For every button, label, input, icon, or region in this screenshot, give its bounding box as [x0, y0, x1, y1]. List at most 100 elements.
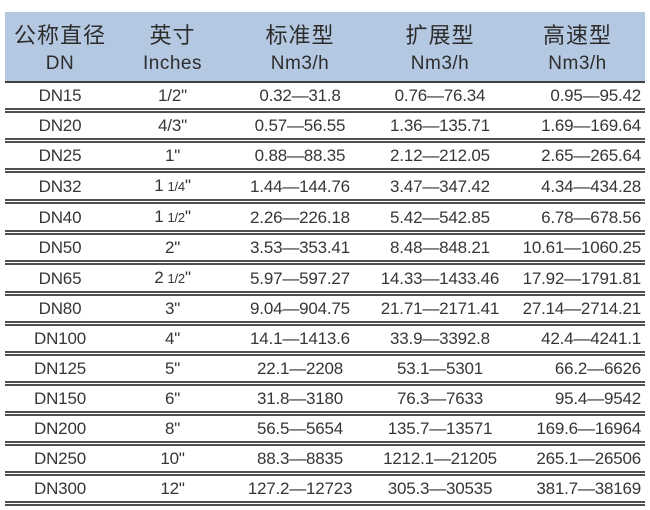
cell-standard-range: 0.32—31.8 — [230, 82, 370, 113]
cell-inches: 6" — [115, 383, 230, 416]
cell-dn: DN15 — [5, 82, 115, 113]
inch-whole: 1/2 — [158, 86, 182, 105]
cell-high-speed-range: 95.4—9542 — [510, 383, 645, 416]
cell-extended-range: 3.47—347.42 — [370, 170, 510, 204]
inch-whole: 6 — [164, 389, 175, 408]
cell-inches: 5" — [115, 353, 230, 386]
column-title: 标准型 — [265, 23, 335, 48]
cell-dn: DN200 — [5, 413, 115, 446]
header-cell: 高速型 Nm3/h — [510, 12, 645, 83]
cell-extended-range: 305.3—30535 — [370, 473, 510, 506]
table-row: DN20 4/3" 0.57—56.55 1.36—135.71 1.69—169.64 — [5, 110, 645, 143]
cell-inches: 4/3" — [115, 110, 230, 143]
inch-unit-mark: " — [174, 238, 181, 257]
cell-inches: 12" — [115, 473, 230, 506]
column-title: 扩展型 — [405, 23, 475, 48]
cell-inches: 1 1/4" — [115, 170, 230, 204]
header-row: 公称直径 DN 英寸 Inches 标准型 Nm3/h 扩展型 Nm3/h 高速型 Nm3/h — [5, 12, 645, 83]
inch-unit-mark: " — [174, 389, 181, 408]
cell-inches: 8" — [115, 413, 230, 446]
cell-extended-range: 21.71—2171.41 — [370, 293, 510, 326]
cell-inches: 2" — [115, 232, 230, 265]
cell-high-speed-range: 42.4—4241.1 — [510, 323, 645, 356]
header-cell: 扩展型 Nm3/h — [370, 12, 510, 83]
header-cell: 公称直径 DN — [5, 12, 115, 83]
inch-whole: 5 — [164, 359, 175, 378]
cell-dn: DN125 — [5, 353, 115, 386]
column-subtitle: Nm3/h — [410, 53, 470, 74]
inch-unit-mark: " — [181, 86, 187, 105]
column-title: 高速型 — [542, 23, 612, 48]
header-cell: 标准型 Nm3/h — [230, 12, 370, 83]
cell-high-speed-range: 6.78—678.56 — [510, 201, 645, 235]
cell-dn: DN40 — [5, 201, 115, 235]
inch-fraction: 1/2 — [167, 271, 185, 286]
inch-whole: 10 — [160, 449, 179, 468]
cell-extended-range: 1.36—135.71 — [370, 110, 510, 143]
cell-standard-range: 0.88—88.35 — [230, 140, 370, 173]
table-row: DN65 2 1/2" 5.97—597.27 14.33—1433.46 17.92—1… — [5, 262, 645, 296]
table-header: 公称直径 DN 英寸 Inches 标准型 Nm3/h 扩展型 Nm3/h 高速型 Nm3/h — [5, 12, 645, 83]
cell-standard-range: 2.26—226.18 — [230, 201, 370, 235]
inch-unit-mark: " — [178, 449, 185, 468]
inch-unit-mark: " — [174, 359, 181, 378]
cell-standard-range: 31.8—3180 — [230, 383, 370, 416]
cell-dn: DN300 — [5, 473, 115, 506]
inch-unit-mark: " — [184, 268, 191, 287]
table-row: DN125 5" 22.1—2208 53.1—5301 66.2—6626 — [5, 353, 645, 386]
cell-extended-range: 33.9—3392.8 — [370, 323, 510, 356]
cell-standard-range: 14.1—1413.6 — [230, 323, 370, 356]
inch-unit-mark: " — [174, 329, 181, 348]
inch-whole: 4 — [164, 329, 175, 348]
cell-extended-range: 8.48—848.21 — [370, 232, 510, 265]
cell-inches: 10" — [115, 443, 230, 476]
cell-inches: 1" — [115, 140, 230, 173]
column-title: 英寸 — [149, 23, 196, 48]
cell-high-speed-range: 265.1—26506 — [510, 443, 645, 476]
inch-fraction: 1/2 — [167, 210, 185, 225]
inch-unit-mark: " — [178, 479, 185, 498]
cell-standard-range: 0.57—56.55 — [230, 110, 370, 143]
inch-whole: 1 — [154, 207, 164, 226]
cell-standard-range: 127.2—12723 — [230, 473, 370, 506]
inch-unit-mark: " — [174, 419, 181, 438]
cell-dn: DN100 — [5, 323, 115, 356]
table-row: DN32 1 1/4" 1.44—144.76 3.47—347.42 4.34—434.… — [5, 170, 645, 204]
cell-dn: DN150 — [5, 383, 115, 416]
cell-extended-range: 135.7—13571 — [370, 413, 510, 446]
inch-whole: 1 — [164, 146, 175, 165]
inch-whole: 2 — [154, 268, 164, 287]
inch-whole: 12 — [160, 479, 179, 498]
inch-unit-mark: " — [174, 299, 181, 318]
cell-high-speed-range: 0.95—95.42 — [510, 82, 645, 113]
inch-whole: 1 — [154, 176, 164, 195]
table-row: DN250 10" 88.3—8835 1212.1—21205 265.1—26506 — [5, 443, 645, 476]
inch-whole: 3 — [164, 299, 175, 318]
header-cell: 英寸 Inches — [115, 12, 230, 83]
cell-extended-range: 76.3—7633 — [370, 383, 510, 416]
column-subtitle: Inches — [143, 53, 202, 74]
cell-high-speed-range: 10.61—1060.25 — [510, 232, 645, 265]
cell-high-speed-range: 27.14—2714.21 — [510, 293, 645, 326]
cell-high-speed-range: 169.6—16964 — [510, 413, 645, 446]
inch-whole: 2 — [164, 238, 175, 257]
cell-dn: DN50 — [5, 232, 115, 265]
inch-unit-mark: " — [174, 146, 181, 165]
cell-high-speed-range: 381.7—38169 — [510, 473, 645, 506]
table-row: DN25 1" 0.88—88.35 2.12—212.05 2.65—265.64 — [5, 140, 645, 173]
cell-high-speed-range: 2.65—265.64 — [510, 140, 645, 173]
cell-high-speed-range: 1.69—169.64 — [510, 110, 645, 143]
flow-capacity-table: 公称直径 DN 英寸 Inches 标准型 Nm3/h 扩展型 Nm3/h 高速型 Nm3/h D… — [5, 12, 645, 506]
inch-unit-mark: " — [184, 176, 191, 195]
cell-standard-range: 22.1—2208 — [230, 353, 370, 386]
cell-inches: 4" — [115, 323, 230, 356]
cell-extended-range: 2.12—212.05 — [370, 140, 510, 173]
cell-inches: 1/2" — [115, 82, 230, 113]
column-subtitle: DN — [45, 53, 75, 74]
cell-dn: DN25 — [5, 140, 115, 173]
column-title: 公称直径 — [13, 23, 106, 48]
table-row: DN300 12" 127.2—12723 305.3—30535 381.7—3816… — [5, 473, 645, 506]
inch-fraction: 1/4 — [167, 179, 185, 194]
inch-unit-mark: " — [184, 207, 191, 226]
